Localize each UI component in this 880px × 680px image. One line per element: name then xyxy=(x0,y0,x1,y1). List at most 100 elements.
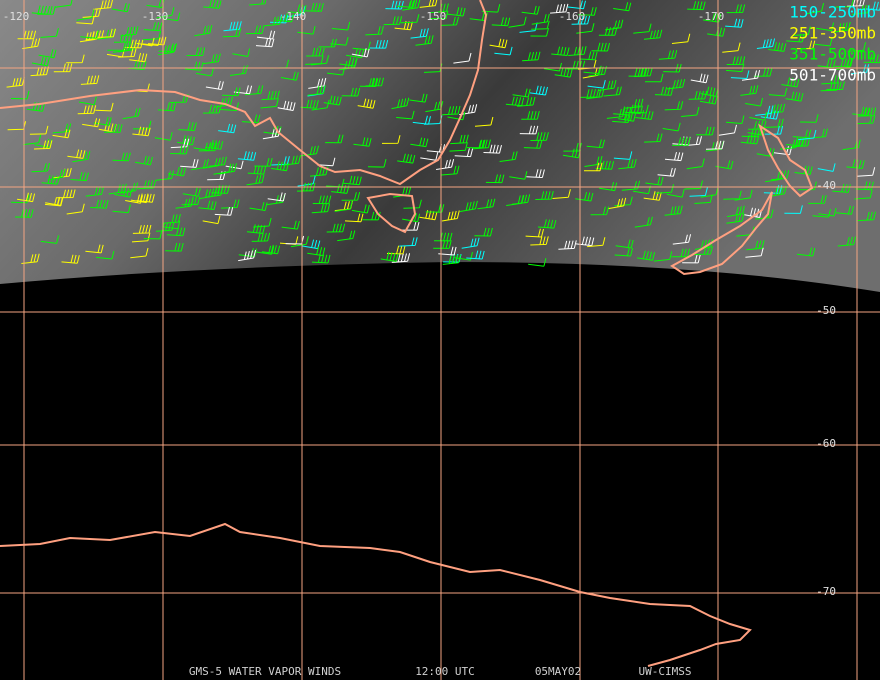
footer-text: GMS-5 WATER VAPOR WINDS xyxy=(189,665,341,678)
wind-barb xyxy=(699,94,718,105)
wind-barb xyxy=(535,190,554,200)
wind-barb xyxy=(605,19,624,31)
wind-barb xyxy=(628,68,648,77)
wind-barb xyxy=(202,53,221,65)
wind-barb xyxy=(420,152,439,161)
wind-barb xyxy=(447,7,466,17)
wind-barb xyxy=(191,158,209,171)
wind-barb xyxy=(726,56,746,65)
wind-barb xyxy=(297,25,316,35)
wind-barb xyxy=(199,187,218,200)
wind-barb xyxy=(72,151,91,163)
wind-barb xyxy=(634,216,653,228)
wind-barb xyxy=(613,151,633,160)
coastlines xyxy=(0,0,814,667)
wind-barb xyxy=(705,140,725,150)
wind-barb xyxy=(666,78,686,90)
wind-barb xyxy=(241,114,261,124)
wind-barb xyxy=(211,184,230,194)
wind-barb xyxy=(765,118,784,128)
wind-barb xyxy=(394,20,413,31)
wind-barb xyxy=(726,4,746,14)
antarctica-coast xyxy=(0,522,752,667)
wind-barb xyxy=(410,137,429,148)
wind-barb xyxy=(256,30,276,40)
wind-barb xyxy=(90,199,109,209)
wind-barb xyxy=(808,195,827,204)
wind-barb xyxy=(401,221,420,231)
wind-barb xyxy=(425,100,444,113)
footer-text: 12:00 UTC xyxy=(415,665,475,678)
wind-barb xyxy=(442,105,461,116)
legend-entry: 501-700mb xyxy=(789,66,876,85)
footer: GMS-5 WATER VAPOR WINDS 12:00 UTC 05MAY02 U… xyxy=(189,665,692,678)
wind-barb xyxy=(307,246,326,257)
wind-barb xyxy=(77,105,97,115)
wind-barb xyxy=(672,137,691,146)
wind-barb xyxy=(166,227,186,237)
wind-barb xyxy=(351,204,370,214)
wind-barb xyxy=(26,101,46,112)
wind-barb xyxy=(846,0,865,7)
wind-barb xyxy=(723,190,742,200)
wind-barb xyxy=(288,4,307,14)
wind-barb xyxy=(52,129,71,139)
wind-barb xyxy=(186,47,206,56)
wind-barb xyxy=(142,30,162,41)
wind-barb xyxy=(794,165,813,175)
wind-barb xyxy=(655,184,674,194)
wind-barb xyxy=(165,242,184,252)
wind-barb xyxy=(337,230,356,242)
wind-barb xyxy=(645,73,664,83)
wind-barb xyxy=(796,247,816,257)
wind-barb xyxy=(681,106,700,117)
wind-barb xyxy=(430,3,449,14)
wind-barb xyxy=(112,42,131,53)
wind-barb xyxy=(603,86,622,97)
wind-barb xyxy=(449,142,468,152)
wind-barb xyxy=(575,191,594,202)
wind-barb xyxy=(96,250,115,260)
wind-barb xyxy=(198,200,217,210)
wind-barb xyxy=(180,158,199,168)
wind-barb xyxy=(857,211,877,222)
wind-barb xyxy=(215,96,233,108)
wind-barb xyxy=(208,156,227,167)
wind-barb xyxy=(380,251,399,262)
wind-barb xyxy=(40,28,59,38)
wind-barb xyxy=(76,9,95,21)
legend-entry: 251-350mb xyxy=(789,24,876,43)
wind-barb xyxy=(832,183,851,193)
wind-barb xyxy=(806,2,825,15)
wind-barb xyxy=(157,102,177,112)
wind-barb xyxy=(671,248,690,258)
wind-barb xyxy=(156,7,175,19)
wind-barb xyxy=(311,99,330,111)
wind-barb xyxy=(856,114,876,125)
wind-barb xyxy=(531,13,550,25)
wind-barb xyxy=(271,161,289,172)
wind-barb xyxy=(170,145,189,155)
wind-barb xyxy=(391,97,410,110)
wind-barb xyxy=(310,166,329,177)
wind-barb xyxy=(30,66,49,77)
wind-barb xyxy=(528,258,547,267)
wind-barb xyxy=(748,120,767,130)
wind-barb xyxy=(459,200,478,212)
wind-barb xyxy=(792,129,812,139)
wind-barb xyxy=(402,213,421,223)
wind-barb xyxy=(112,204,131,214)
wind-barb xyxy=(491,17,511,27)
wind-barb xyxy=(130,193,149,204)
wind-barb xyxy=(29,125,49,135)
wind-barb xyxy=(760,109,779,120)
wind-barb xyxy=(511,194,531,205)
wind-barb xyxy=(131,232,151,243)
wind-barb xyxy=(505,96,525,107)
wind-barb xyxy=(178,121,197,131)
wind-barb xyxy=(82,8,101,18)
wind-barb xyxy=(483,144,502,154)
wind-barb xyxy=(746,240,765,251)
wind-barb xyxy=(381,135,401,144)
wind-barb xyxy=(396,0,416,8)
